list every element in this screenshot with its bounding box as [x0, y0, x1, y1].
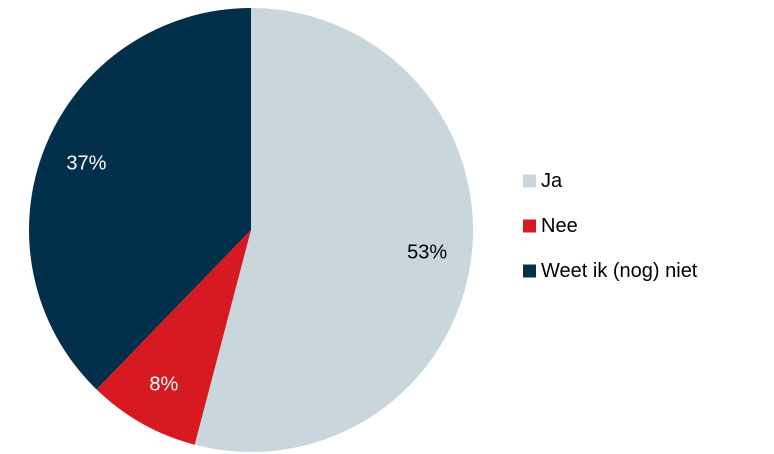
- legend-swatch-nee: [523, 219, 536, 233]
- legend-label-weet-ik-nog-niet: Weet ik (nog) niet: [541, 260, 698, 282]
- legend-item-ja: Ja: [523, 170, 563, 192]
- slice-label-weet-ik-nog-niet: 37%: [66, 152, 106, 174]
- pie-slice-nee: [96, 230, 251, 445]
- legend-label-ja: Ja: [541, 170, 563, 192]
- pie-slices: [29, 8, 473, 452]
- pie-slice-weet-ik-nog-niet: [29, 8, 251, 390]
- slice-label-ja: 53%: [407, 242, 447, 264]
- legend-item-weet-ik-nog-niet: Weet ik (nog) niet: [523, 260, 698, 282]
- legend-swatch-ja: [523, 174, 536, 188]
- pie-slice-ja: [194, 8, 473, 452]
- chart-legend: Ja Nee Weet ik (nog) niet: [523, 170, 698, 282]
- pie-slice-labels: 53% 8% 37%: [66, 152, 447, 395]
- slice-label-nee: 8%: [149, 374, 178, 396]
- legend-item-nee: Nee: [523, 215, 578, 237]
- legend-swatch-weet-ik-nog-niet: [523, 264, 536, 278]
- legend-label-nee: Nee: [541, 215, 578, 237]
